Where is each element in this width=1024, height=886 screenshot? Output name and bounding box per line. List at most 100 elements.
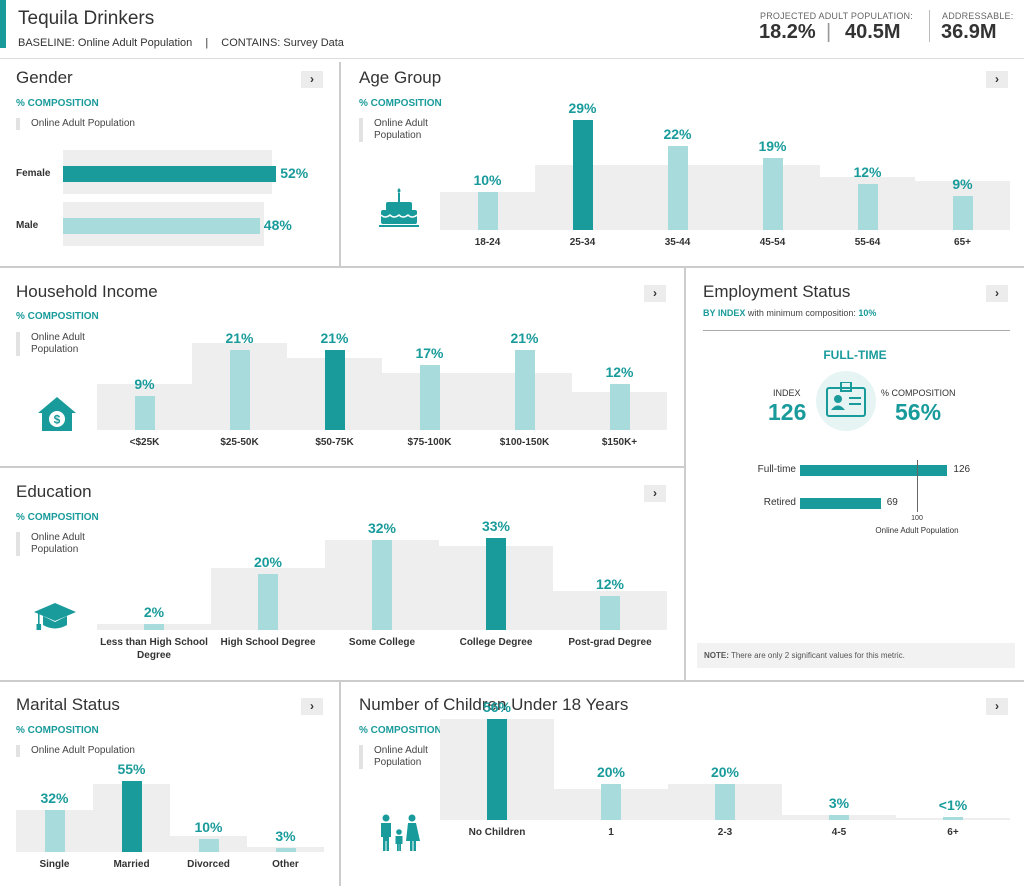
- data-label: 32%: [367, 520, 397, 537]
- index-value-label: 126: [953, 464, 971, 475]
- gender-label: Female: [16, 168, 51, 179]
- data-label: 9%: [134, 375, 155, 392]
- column-bar: [600, 596, 620, 630]
- column-bar: [198, 839, 219, 852]
- data-label: 9%: [952, 175, 973, 192]
- category-label: 1: [608, 827, 614, 838]
- data-label: 55%: [117, 760, 146, 777]
- data-label: <1%: [938, 797, 968, 813]
- category-label: $75-100K: [407, 437, 452, 448]
- by-index-label: BY INDEX: [703, 308, 746, 318]
- column-bar: [477, 192, 498, 230]
- education-expand-button[interactable]: ›: [644, 485, 666, 502]
- data-label: 10%: [473, 172, 502, 188]
- category-label: $100-150K: [499, 437, 550, 448]
- category-label: 55-64: [854, 237, 881, 248]
- education-chart: 2% Less than High School Degree 20% High Sc…: [97, 510, 667, 666]
- gender-expand-button[interactable]: ›: [301, 71, 323, 88]
- column-bar: [487, 719, 507, 820]
- data-label: 17%: [415, 345, 444, 362]
- data-label: 19%: [758, 137, 787, 154]
- family-icon: [381, 814, 420, 851]
- income-expand-button[interactable]: ›: [644, 285, 666, 302]
- age-chart: 10% 18-24 29% 25-34 22% 35-44 19% 45-54 12% 55-64…: [440, 95, 1010, 255]
- birthday-cake-icon: [379, 188, 419, 227]
- column-bar: [667, 146, 688, 230]
- education-composition-label: % COMPOSITION: [16, 512, 99, 523]
- data-label: 3%: [275, 828, 296, 845]
- data-label: 12%: [595, 576, 625, 593]
- children-title: Number of Children Under 18 Years: [359, 695, 629, 714]
- column-bar: [486, 537, 506, 630]
- children-expand-button[interactable]: ›: [986, 698, 1008, 715]
- category-label: Other: [272, 859, 299, 870]
- index-value: 126: [768, 399, 807, 425]
- id-card-icon: [826, 382, 866, 417]
- income-title: Household Income: [16, 282, 158, 301]
- data-label: 33%: [481, 517, 511, 534]
- category-label: No Children: [468, 827, 526, 838]
- category-label: 6+: [947, 827, 959, 838]
- employment-expand-button[interactable]: ›: [986, 285, 1008, 302]
- column-bar: [952, 195, 973, 230]
- column-bar: [144, 624, 164, 630]
- marital-chart: 32% Single 55% Married 10% Divorced 3% Other: [16, 760, 324, 876]
- data-label: 52%: [280, 165, 309, 181]
- category-label: $50-75K: [315, 437, 354, 448]
- employment-divider: [703, 330, 1010, 331]
- data-label: 20%: [596, 764, 626, 780]
- data-label: 3%: [828, 794, 850, 811]
- children-legend: Online Adult Population: [359, 745, 449, 769]
- divider-row2: [684, 268, 686, 682]
- data-label: 56%: [482, 699, 512, 716]
- addressable-label: ADDRESSABLE:: [942, 11, 1014, 21]
- category-label: 25-34: [569, 237, 596, 248]
- category-label: Divorced: [187, 859, 230, 870]
- column-bar: [419, 365, 440, 430]
- projected-pct: 18.2%: [759, 21, 816, 43]
- column-bar: [715, 784, 735, 820]
- category-label: $25-50K: [220, 437, 259, 448]
- education-legend: Online Adult Population: [16, 532, 106, 556]
- column-bar: [609, 384, 630, 430]
- category-label: $150K+: [601, 437, 638, 448]
- page-title: Tequila Drinkers: [18, 8, 155, 29]
- age-legend: Online Adult Population: [359, 118, 449, 142]
- header-accent: [0, 0, 6, 48]
- svg-text:$: $: [54, 413, 61, 427]
- category-label: Married: [113, 859, 150, 870]
- category-label: 45-54: [759, 237, 786, 248]
- column-bar: [229, 350, 250, 430]
- marital-expand-button[interactable]: ›: [301, 698, 323, 715]
- composition-label: % COMPOSITION: [881, 388, 956, 398]
- column-bar: [258, 574, 278, 630]
- column-bar: [829, 814, 849, 820]
- contains-label: CONTAINS: Survey Data: [221, 37, 344, 49]
- category-label: 65+: [954, 237, 971, 248]
- divider-h2: [0, 466, 685, 468]
- data-label: 12%: [605, 364, 634, 381]
- note-text: There are only 2 significant values for …: [730, 651, 905, 660]
- column-bar: [44, 810, 65, 852]
- index-label: INDEX: [773, 388, 801, 398]
- data-label: 20%: [253, 554, 283, 570]
- projected-label: PROJECTED ADULT POPULATION:: [760, 11, 913, 21]
- column-bar: [857, 184, 878, 230]
- baseline-marker: [917, 460, 918, 512]
- projected-separator: |: [826, 21, 832, 43]
- projected-count: 40.5M: [845, 21, 901, 43]
- data-label: 29%: [568, 99, 597, 116]
- category-label: Less than High School Degree: [100, 637, 208, 661]
- data-label: 21%: [510, 330, 539, 347]
- divider-h1: [0, 266, 1024, 268]
- category-label: 4-5: [831, 827, 847, 838]
- column-bar: [514, 350, 535, 430]
- data-label: 21%: [225, 330, 254, 347]
- age-expand-button[interactable]: ›: [986, 71, 1008, 88]
- data-label: 21%: [320, 330, 349, 347]
- gender-bar: [63, 166, 277, 182]
- baseline-label: BASELINE: Online Adult Population: [18, 37, 193, 49]
- stat-divider: [929, 10, 930, 42]
- category-label: Post-grad Degree: [568, 637, 652, 648]
- marital-legend: Online Adult Population: [16, 745, 135, 757]
